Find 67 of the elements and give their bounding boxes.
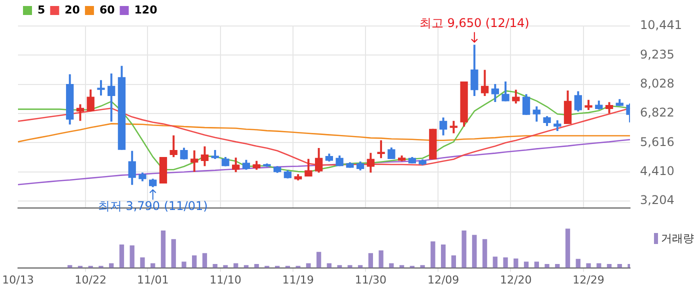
- bar: [440, 244, 446, 268]
- bar: [202, 253, 208, 268]
- legend-label: 20: [64, 3, 80, 16]
- bar: [586, 263, 591, 268]
- y-tick-label: 8,028: [640, 76, 674, 90]
- bar: [68, 265, 72, 268]
- y-tick-label: 9,235: [640, 47, 674, 62]
- y-tick-label: 3,204: [640, 193, 674, 208]
- bar: [544, 264, 550, 268]
- bar: [160, 230, 166, 268]
- legend-label: 60: [99, 3, 116, 16]
- bar: [234, 263, 238, 268]
- bar: [430, 241, 436, 268]
- bar: [534, 262, 539, 268]
- bar: [130, 245, 134, 268]
- bar: [503, 257, 508, 268]
- bar: [348, 265, 352, 268]
- y-tick-label: 4,410: [640, 164, 674, 178]
- bar: [399, 265, 404, 268]
- bar: [576, 258, 580, 268]
- x-tick-label: 12/09: [427, 273, 460, 286]
- bar: [358, 265, 363, 268]
- bar: [223, 265, 228, 268]
- bar: [316, 252, 322, 268]
- bar: [244, 265, 249, 268]
- annotation: 최고 9,650 (12/14): [419, 16, 530, 30]
- bar: [420, 265, 425, 268]
- bar: [482, 239, 488, 268]
- y-tick-label: 6,822: [640, 106, 674, 120]
- x-tick-label: 10/22: [74, 273, 106, 286]
- bar: [596, 263, 602, 268]
- bar: [171, 239, 176, 268]
- y-tick-label: 5,616: [640, 134, 674, 149]
- bar: [337, 265, 342, 268]
- bar: [192, 255, 197, 268]
- x-tick-label: 10/13: [2, 273, 34, 286]
- bar: [472, 234, 477, 268]
- bar: [389, 263, 394, 268]
- y-tick-label: 10,441: [640, 18, 682, 32]
- bar: [140, 257, 145, 268]
- bar: [109, 263, 114, 268]
- bar: [254, 264, 259, 268]
- bar: [451, 255, 456, 268]
- bar: [565, 228, 570, 268]
- bar: [514, 258, 518, 268]
- bar: [150, 263, 156, 268]
- legend-label: 거래량: [661, 232, 694, 245]
- bar: [368, 253, 374, 268]
- bar: [492, 256, 498, 268]
- x-tick-label: 12/20: [500, 273, 532, 286]
- bar: [182, 262, 186, 268]
- bar: [462, 230, 466, 268]
- bar: [378, 250, 384, 268]
- candlestick: [159, 156, 168, 184]
- x-tick-label: 11/01: [136, 273, 169, 286]
- bar: [306, 263, 311, 268]
- x-tick-label: 12/29: [572, 273, 604, 286]
- candlestick: [263, 163, 271, 167]
- x-tick-label: 11/10: [210, 273, 242, 286]
- x-tick-label: 11/19: [282, 273, 314, 286]
- legend-label: 120: [134, 3, 158, 16]
- x-tick-label: 11/30: [354, 273, 387, 286]
- bar: [119, 244, 124, 268]
- candlestick: [429, 128, 437, 160]
- bar: [524, 262, 529, 268]
- bar: [326, 263, 332, 268]
- legend-label: 5: [38, 3, 46, 16]
